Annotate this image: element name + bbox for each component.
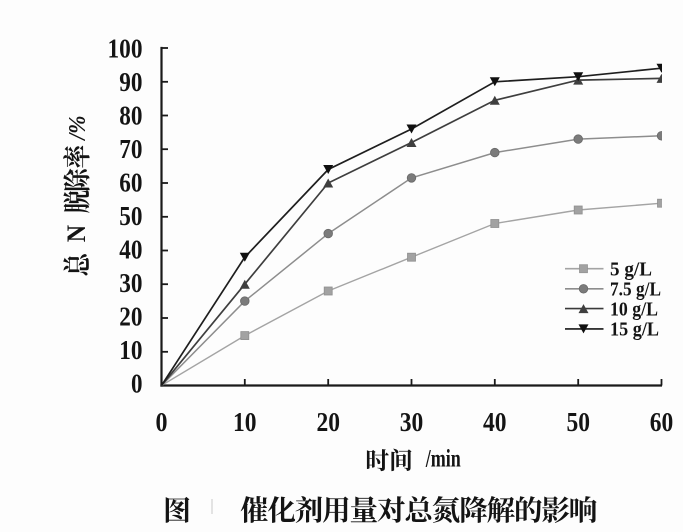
- svg-text:80: 80: [119, 101, 142, 131]
- svg-text:50: 50: [566, 407, 590, 437]
- svg-text:40: 40: [119, 235, 142, 265]
- svg-text:20: 20: [316, 407, 340, 437]
- svg-text:7.5 g/L: 7.5 g/L: [610, 279, 661, 301]
- svg-text:30: 30: [400, 407, 424, 437]
- svg-text:70: 70: [119, 134, 142, 164]
- svg-text:10 g/L: 10 g/L: [610, 298, 658, 320]
- svg-text:15 g/L: 15 g/L: [610, 319, 659, 341]
- svg-text:/min: /min: [425, 446, 461, 473]
- svg-text:0: 0: [156, 407, 168, 437]
- svg-text:N: N: [62, 225, 91, 243]
- svg-text:20: 20: [119, 302, 142, 332]
- svg-text:90: 90: [119, 67, 142, 97]
- svg-text:50: 50: [119, 201, 142, 231]
- svg-text:60: 60: [650, 407, 674, 437]
- svg-text:100: 100: [108, 34, 143, 64]
- svg-text:5 g/L: 5 g/L: [610, 259, 652, 281]
- svg-text:30: 30: [119, 268, 142, 298]
- svg-text:0: 0: [131, 369, 143, 399]
- svg-text:60: 60: [119, 168, 142, 198]
- svg-text:40: 40: [483, 407, 507, 437]
- svg-text:/%: /%: [65, 115, 91, 141]
- svg-text:10: 10: [233, 407, 257, 437]
- svg-text:10: 10: [119, 335, 142, 365]
